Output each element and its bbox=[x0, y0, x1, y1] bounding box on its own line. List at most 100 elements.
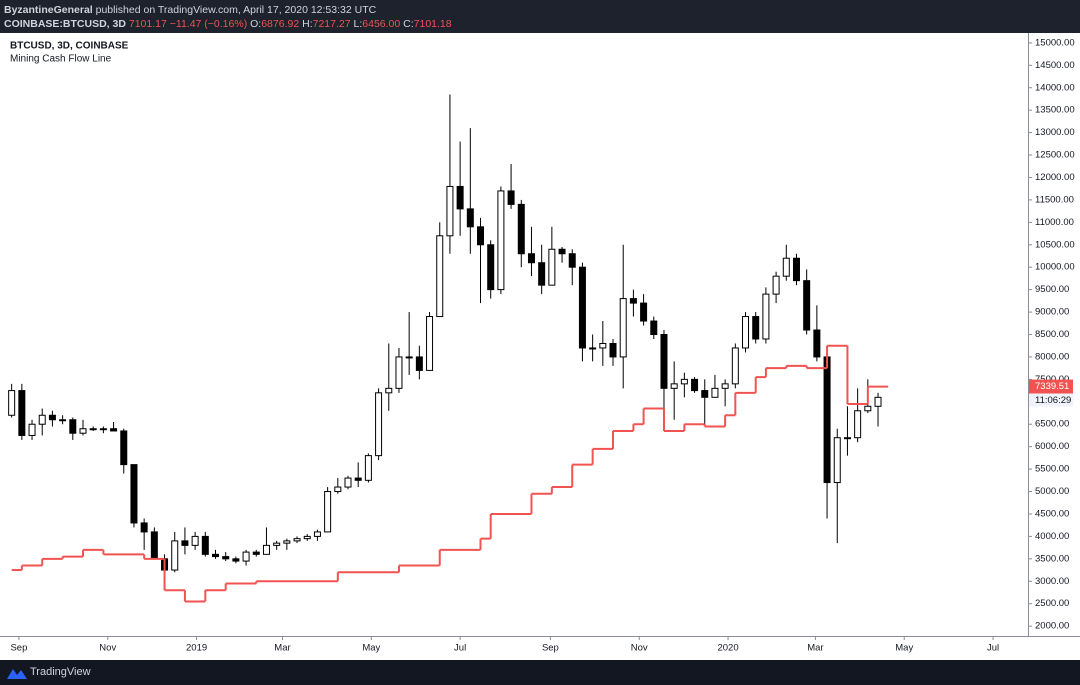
author: ByzantineGeneral bbox=[4, 4, 93, 16]
x-tick-label: Mar bbox=[274, 643, 290, 654]
candle-body bbox=[578, 266, 586, 349]
candle-body bbox=[283, 540, 291, 544]
candle-body bbox=[599, 342, 607, 349]
y-tick-label: 8000.00 bbox=[1035, 351, 1069, 362]
x-tick-label: Sep bbox=[542, 643, 559, 654]
candle-body bbox=[650, 320, 658, 336]
open-label: O: bbox=[250, 18, 262, 30]
candle-body bbox=[201, 535, 209, 555]
candle-body bbox=[334, 486, 342, 493]
symbol: COINBASE:BTCUSD, 3D bbox=[4, 18, 126, 30]
x-tick-label: Mar bbox=[807, 643, 823, 654]
candle-body bbox=[772, 275, 780, 295]
y-tick-label: 7500.00 bbox=[1035, 374, 1069, 385]
candle-body bbox=[640, 302, 648, 322]
y-tick-label: 14000.00 bbox=[1035, 82, 1075, 93]
y-tick-label: 3000.00 bbox=[1035, 576, 1069, 587]
candle-body bbox=[18, 390, 26, 436]
indicator-name: Mining Cash Flow Line bbox=[10, 54, 112, 65]
candle-body bbox=[762, 293, 770, 340]
candle-body bbox=[497, 190, 505, 291]
candle-body bbox=[273, 542, 281, 546]
candle-body bbox=[140, 522, 148, 533]
y-tick-label: 9500.00 bbox=[1035, 284, 1069, 295]
x-tick-label: Jul bbox=[987, 643, 999, 654]
candle-body bbox=[38, 414, 46, 425]
candle-body bbox=[120, 430, 128, 466]
candle-body bbox=[28, 423, 36, 436]
chart-background bbox=[0, 33, 1080, 660]
candle-body bbox=[619, 298, 627, 358]
candle-body bbox=[313, 531, 321, 537]
candle-body bbox=[680, 378, 688, 385]
candle-body bbox=[130, 464, 138, 524]
candle-body bbox=[99, 428, 107, 431]
change: −11.47 (−0.16%) bbox=[169, 18, 248, 30]
y-tick-label: 10000.00 bbox=[1035, 262, 1075, 273]
price-tag bbox=[1029, 379, 1073, 394]
low: 6456.00 bbox=[362, 18, 401, 30]
header: ByzantineGeneral published on TradingVie… bbox=[0, 0, 1080, 33]
candle-body bbox=[364, 455, 372, 481]
candle-body bbox=[527, 253, 535, 264]
y-tick-label: 13000.00 bbox=[1035, 127, 1075, 138]
candle-body bbox=[477, 226, 485, 246]
candle-body bbox=[874, 396, 882, 407]
candle-body bbox=[864, 405, 872, 412]
low-label: L: bbox=[353, 18, 363, 30]
candle-body bbox=[375, 392, 383, 457]
candle-body bbox=[415, 356, 423, 371]
y-tick-label: 9000.00 bbox=[1035, 307, 1069, 318]
candle-body bbox=[59, 419, 67, 422]
candle-body bbox=[8, 390, 16, 416]
y-tick-label: 3500.00 bbox=[1035, 553, 1069, 564]
header-line: ByzantineGeneral published on TradingVie… bbox=[4, 4, 376, 16]
y-tick-label: 14500.00 bbox=[1035, 60, 1075, 71]
x-tick-label: Nov bbox=[631, 643, 648, 654]
candle-body bbox=[670, 383, 678, 389]
candle-body bbox=[181, 540, 189, 546]
last-price: 7101.17 bbox=[128, 18, 167, 30]
candle-body bbox=[711, 387, 719, 398]
candle-body bbox=[344, 477, 352, 488]
candle-body bbox=[742, 316, 750, 349]
candle-body bbox=[548, 248, 556, 286]
candle-body bbox=[426, 316, 434, 371]
candle-body bbox=[752, 316, 760, 340]
candle-body bbox=[293, 538, 301, 542]
candle-body bbox=[854, 410, 862, 439]
candle-body bbox=[212, 553, 220, 558]
candle-body bbox=[792, 257, 800, 282]
footer: TradingView bbox=[0, 660, 1080, 685]
candle-body bbox=[701, 390, 709, 398]
candle-body bbox=[487, 244, 495, 291]
candle-body bbox=[69, 419, 77, 434]
y-tick-label: 12000.00 bbox=[1035, 172, 1075, 183]
y-tick-label: 4000.00 bbox=[1035, 531, 1069, 542]
chart-title: BTCUSD, 3D, COINBASE bbox=[10, 41, 129, 52]
candle-body bbox=[262, 544, 270, 555]
candle-body bbox=[191, 535, 199, 546]
candle-body bbox=[456, 185, 464, 210]
y-tick-label: 12500.00 bbox=[1035, 150, 1075, 161]
logo bbox=[7, 669, 27, 679]
y-tick-label: 11000.00 bbox=[1035, 217, 1074, 228]
candle-body bbox=[782, 257, 790, 277]
x-tick-label: 2020 bbox=[717, 643, 738, 654]
candle-body bbox=[324, 491, 332, 533]
y-tick-label: 11500.00 bbox=[1035, 194, 1074, 205]
candle-body bbox=[538, 262, 546, 286]
close: 7101.18 bbox=[413, 18, 452, 30]
y-tick-label: 15000.00 bbox=[1035, 37, 1075, 48]
chart: BTCUSD, 3D, COINBASE Mining Cash Flow Li… bbox=[0, 33, 1080, 660]
candle-body bbox=[731, 347, 739, 385]
candle-body bbox=[171, 540, 179, 571]
candle-body bbox=[813, 329, 821, 358]
candle-body bbox=[833, 437, 841, 484]
candle-body bbox=[721, 383, 729, 389]
candle-body bbox=[89, 428, 97, 431]
countdown-box bbox=[1029, 393, 1073, 407]
high-label: H: bbox=[302, 18, 313, 30]
candle-body bbox=[222, 556, 230, 560]
